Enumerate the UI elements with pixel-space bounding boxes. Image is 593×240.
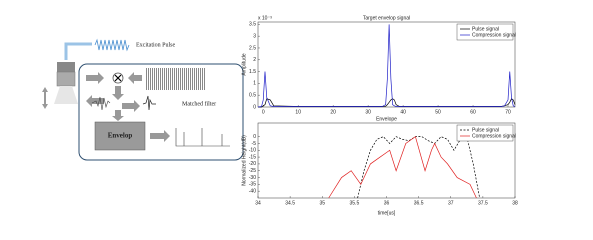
y-tick-label: 3 xyxy=(253,33,256,39)
y-tick-label: 1 xyxy=(253,81,256,87)
y-tick-label: 2 xyxy=(253,57,256,63)
filtered-wave xyxy=(142,95,156,111)
x-tick-label: 37 xyxy=(448,200,454,206)
move-arrow xyxy=(42,87,48,109)
legend-label: Pulse signal xyxy=(472,127,499,133)
chirp-wave xyxy=(145,68,205,90)
x-tick-label: 20 xyxy=(330,109,336,115)
transducer-top xyxy=(57,62,75,72)
y-tick-label: -30 xyxy=(249,175,256,181)
legend-label: Compression signal xyxy=(472,32,516,38)
y-tick-label: -25 xyxy=(249,168,256,174)
x-tick-label: 70 xyxy=(505,109,511,115)
y-tick-label: 3.5 xyxy=(249,22,256,28)
y-tick-label: -20 xyxy=(249,161,256,167)
series-line xyxy=(258,98,516,108)
x-axis-label: time[us] xyxy=(378,210,396,216)
x-tick-label: 10 xyxy=(295,109,301,115)
envelop-label: Envelop xyxy=(108,132,133,140)
x-tick-label: 40 xyxy=(400,109,406,115)
diagram: Excitation Pulse Matched filter Envelop xyxy=(42,38,244,161)
x-tick-label: 60 xyxy=(470,109,476,115)
multiplier-x xyxy=(114,74,122,82)
y-tick-label: -15 xyxy=(249,154,256,160)
echo-wave xyxy=(91,96,111,111)
figure: Excitation Pulse Matched filter Envelop … xyxy=(42,15,518,216)
transducer-body xyxy=(56,71,76,87)
y-tick-label: 0 xyxy=(253,134,256,140)
legend-box xyxy=(456,124,514,142)
arrow xyxy=(122,100,140,112)
beam xyxy=(54,86,78,104)
excitation-wave xyxy=(94,38,130,52)
signal-pipe xyxy=(64,42,92,60)
y-tick-label: 2.5 xyxy=(249,45,256,51)
y-axis-label: Normalized Height(dB) xyxy=(241,135,247,186)
series-line xyxy=(328,136,477,199)
x-tick-label: 35.5 xyxy=(350,200,360,206)
envelop-box xyxy=(94,121,146,151)
y-tick-label: 0 xyxy=(253,104,256,110)
chart-title: Envelope xyxy=(376,116,397,122)
y-tick-label: 1.5 xyxy=(249,69,256,75)
y-tick-label: -5 xyxy=(252,141,257,147)
x-tick-label: 34 xyxy=(255,200,261,206)
chart-title: Target envelop signal xyxy=(363,15,410,21)
x-tick-label: 34.5 xyxy=(285,200,295,206)
y-tick-label: -40 xyxy=(249,189,256,195)
x-tick-label: 50 xyxy=(435,109,441,115)
legend-label: Compression signal xyxy=(472,133,516,139)
envelop-output xyxy=(175,128,230,147)
x-tick-label: 38 xyxy=(512,200,518,206)
arrow xyxy=(112,110,124,121)
legend-box xyxy=(456,23,514,41)
legend-label: Pulse signal xyxy=(472,26,499,32)
process-box xyxy=(78,63,244,161)
arrow xyxy=(112,86,124,100)
arrow xyxy=(150,130,170,142)
x-tick-label: 36.5 xyxy=(414,200,424,206)
x-tick-label: 37.5 xyxy=(478,200,488,206)
y-tick-label: -35 xyxy=(249,182,256,188)
y-tick-label: -10 xyxy=(249,148,256,154)
series-line xyxy=(257,24,516,108)
axis-multiplier: x 10⁻³ xyxy=(258,15,272,21)
excitation-label: Excitation Pulse xyxy=(136,42,175,48)
arrow xyxy=(86,72,104,84)
filter-label: Matched filter xyxy=(182,100,216,107)
x-tick-label: 35 xyxy=(319,200,325,206)
y-axis-label: Amplitude xyxy=(241,53,247,75)
x-tick-label: 30 xyxy=(365,109,371,115)
arrow xyxy=(128,72,142,84)
y-tick-label: 0.5 xyxy=(249,93,256,99)
x-tick-label: 0 xyxy=(262,109,265,115)
x-tick-label: 36 xyxy=(384,200,390,206)
